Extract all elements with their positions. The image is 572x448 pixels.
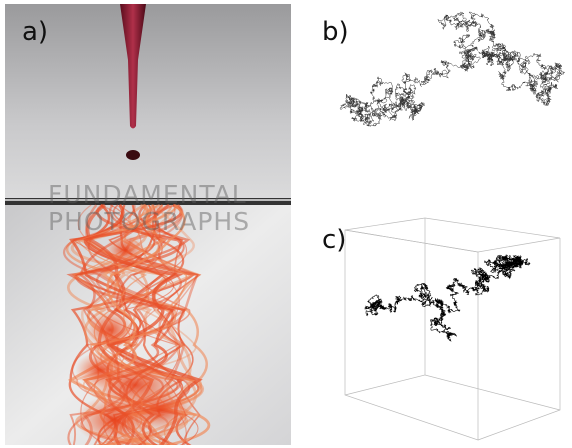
panel-label: b) [322,17,349,47]
random-walks [340,12,565,341]
dye-blob [75,352,125,388]
drop [126,150,140,160]
box-edge [345,218,425,395]
box-edge [425,375,560,410]
walk-3d [365,255,530,341]
watermark: FUNDAMENTAL [48,180,247,209]
box-edge [345,230,478,440]
watermark: PHOTOGRAPHS [48,207,250,236]
box-edge [478,238,560,440]
box-3d [345,218,560,440]
dye-blob [105,235,145,265]
figure: FUNDAMENTAL PHOTOGRAPHS a) b) c) [0,0,572,448]
walk-2d [340,12,565,127]
page: FUNDAMENTAL PHOTOGRAPHS a) b) c) (() => … [0,0,572,448]
dye-blob [125,388,195,432]
panel-label: c) [322,225,346,255]
dye-blob [85,310,135,350]
panel-label: a) [22,17,48,47]
